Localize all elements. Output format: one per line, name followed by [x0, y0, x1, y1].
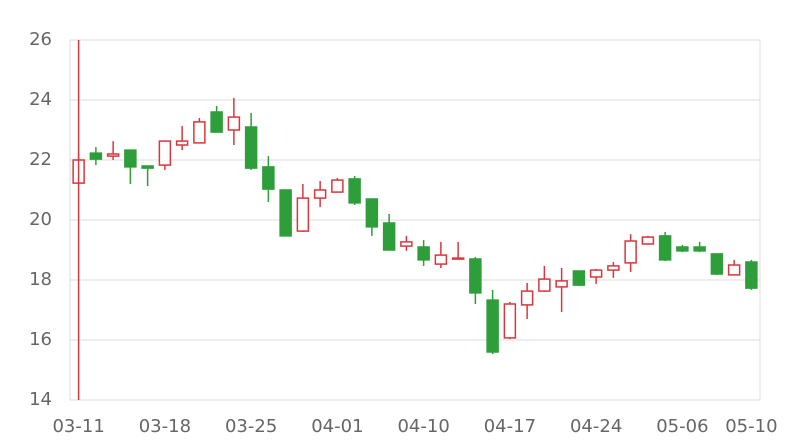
y-tick-label: 20: [29, 209, 52, 230]
candle-body: [745, 261, 758, 289]
candle-body: [296, 197, 310, 232]
candle-body: [331, 179, 344, 193]
candle-body: [348, 178, 361, 204]
candle-body: [434, 254, 448, 265]
candle-body: [538, 278, 551, 292]
candle-body: [193, 121, 206, 144]
candle-body: [641, 236, 655, 245]
y-tick-label: 24: [29, 89, 52, 110]
candle-body: [572, 270, 586, 286]
candle-body: [676, 246, 689, 252]
candle-body: [693, 246, 706, 252]
candle-body: [486, 299, 499, 353]
y-tick-label: 18: [29, 269, 52, 290]
candle-body: [158, 140, 172, 166]
x-tick-label: 05-06: [656, 416, 708, 437]
candle-body: [141, 165, 154, 169]
candle-body: [89, 152, 103, 160]
x-tick-label: 04-01: [311, 416, 363, 437]
candle-body: [175, 140, 189, 146]
candle-body: [106, 153, 120, 157]
candle-body: [417, 246, 430, 261]
candle-body: [382, 222, 396, 251]
x-tick-label: 03-11: [52, 416, 104, 437]
plot-layer: 14 16 18 20 22 24 26 03-11 03-18 03-25 04-01 04-10 0…: [29, 29, 777, 437]
y-tick-label: 16: [29, 329, 52, 350]
x-tick-label: 04-24: [570, 416, 622, 437]
candle-body: [607, 265, 620, 271]
candle-body: [451, 257, 465, 260]
y-tick-label: 22: [29, 149, 52, 170]
candle-body: [710, 253, 724, 275]
x-tick-label: 03-18: [139, 416, 191, 437]
candle-body: [210, 111, 223, 133]
candle-body: [469, 258, 482, 294]
x-tick-label: 04-10: [397, 416, 449, 437]
candle-body: [589, 269, 603, 278]
candle-body: [503, 303, 517, 339]
candle-body: [227, 116, 241, 131]
candle-body: [658, 235, 672, 261]
candle-body: [624, 240, 637, 264]
y-tick-label: 26: [29, 29, 52, 50]
x-tick-label: 04-17: [484, 416, 536, 437]
y-tick-label: 14: [29, 389, 52, 410]
x-tick-label: 05-10: [725, 416, 777, 437]
candle-body: [244, 126, 258, 169]
candle-body: [555, 280, 568, 288]
candle-body: [124, 149, 137, 168]
candle-body: [727, 264, 741, 276]
candle-body: [520, 290, 534, 306]
candle-body: [400, 241, 413, 247]
candle-body: [313, 189, 327, 199]
candle-body: [365, 198, 379, 228]
x-tick-label: 03-25: [225, 416, 277, 437]
candle-body: [279, 189, 292, 237]
candle-body: [262, 166, 275, 190]
